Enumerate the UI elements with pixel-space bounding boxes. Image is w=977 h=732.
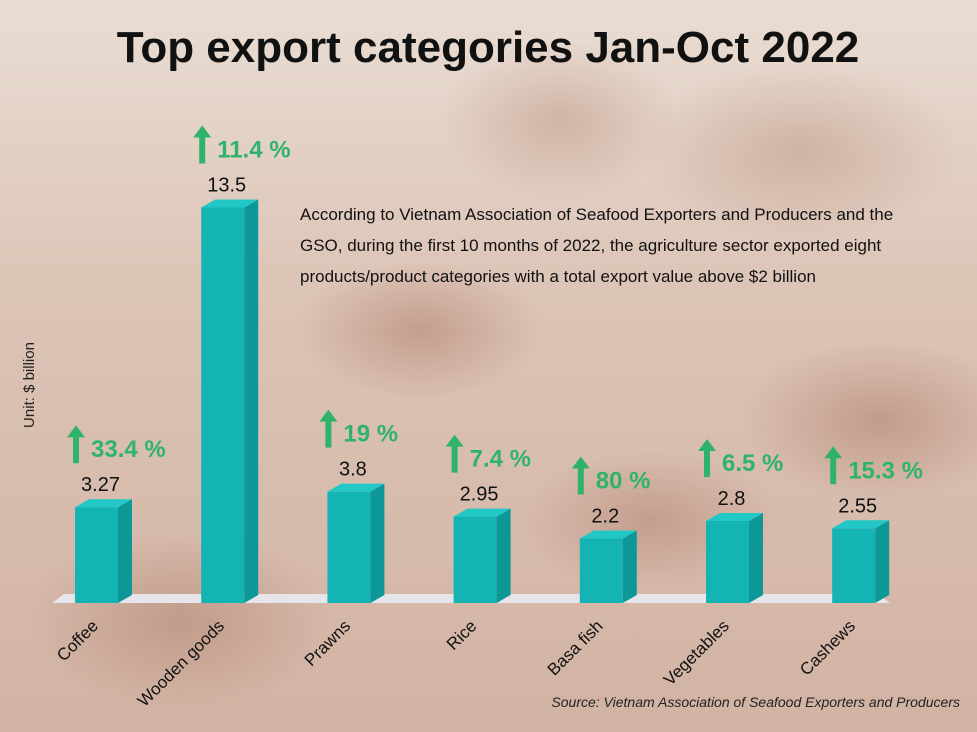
bar-group: 3.27 33.4 % Coffee <box>53 425 166 665</box>
bar-top <box>706 512 763 521</box>
value-label: 3.27 <box>81 474 120 496</box>
category-label: Coffee <box>53 616 102 665</box>
up-arrow-icon <box>571 456 590 495</box>
value-label: 3.8 <box>339 459 367 481</box>
bar-group: 13.5 11.4 % Wooden goods <box>134 125 291 710</box>
value-label: 13.5 <box>207 174 246 196</box>
annotation-line: products/product categories with a total… <box>300 267 816 286</box>
bar-top <box>75 499 132 508</box>
bar-top <box>579 530 637 539</box>
bar-top <box>327 483 385 492</box>
bar-group: 2.8 6.5 % Vegetables <box>660 438 783 689</box>
bar-top <box>453 508 511 517</box>
y-axis-label: Unit: $ billion <box>21 342 38 428</box>
growth-label: 7.4 % <box>470 446 531 473</box>
category-label: Rice <box>443 616 480 653</box>
value-label: 2.2 <box>591 506 619 528</box>
source-note: Source: Vietnam Association of Seafood E… <box>551 694 960 710</box>
bar <box>453 516 497 603</box>
bar-group: 2.95 7.4 % Rice <box>443 434 531 654</box>
category-label: Wooden goods <box>134 616 228 710</box>
up-arrow-icon <box>445 434 464 473</box>
up-arrow-icon <box>67 425 85 464</box>
up-arrow-icon <box>824 446 843 485</box>
growth-label: 80 % <box>596 468 651 495</box>
bar-side <box>244 199 259 603</box>
bar <box>832 528 876 603</box>
category-label: Basa fish <box>544 616 607 679</box>
chart-title: Top export categories Jan-Oct 2022 <box>117 23 860 72</box>
bar-side <box>496 508 511 603</box>
bar-top <box>201 199 259 208</box>
bar <box>579 538 623 603</box>
bar-group: 2.2 80 % Basa fish <box>544 456 651 679</box>
category-label: Vegetables <box>660 616 733 689</box>
bar-top <box>832 520 890 529</box>
bar <box>327 491 371 603</box>
growth-label: 19 % <box>343 421 398 448</box>
bar <box>75 507 118 603</box>
bar-side <box>875 520 890 603</box>
value-label: 2.55 <box>838 495 877 517</box>
category-label: Cashews <box>796 616 859 679</box>
bar-side <box>370 483 385 603</box>
growth-label: 15.3 % <box>848 457 923 484</box>
bar-side <box>622 530 637 603</box>
up-arrow-icon <box>193 125 212 164</box>
bar-group: 3.8 19 % Prawns <box>301 409 398 670</box>
annotation: According to Vietnam Association of Seaf… <box>300 205 893 286</box>
value-label: 2.95 <box>460 484 499 506</box>
bar <box>706 520 749 603</box>
annotation-line: GSO, during the first 10 months of 2022,… <box>300 236 881 255</box>
bar-side <box>118 499 132 603</box>
growth-label: 6.5 % <box>722 450 783 477</box>
bar-group: 2.55 15.3 % Cashews <box>796 446 923 679</box>
annotation-line: According to Vietnam Association of Seaf… <box>300 205 893 224</box>
value-label: 2.8 <box>718 488 746 510</box>
up-arrow-icon <box>319 409 338 448</box>
growth-label: 11.4 % <box>217 136 290 163</box>
bar-side <box>749 512 763 603</box>
bar <box>201 207 245 603</box>
up-arrow-icon <box>698 438 716 477</box>
growth-label: 33.4 % <box>91 436 166 463</box>
category-label: Prawns <box>301 616 355 670</box>
